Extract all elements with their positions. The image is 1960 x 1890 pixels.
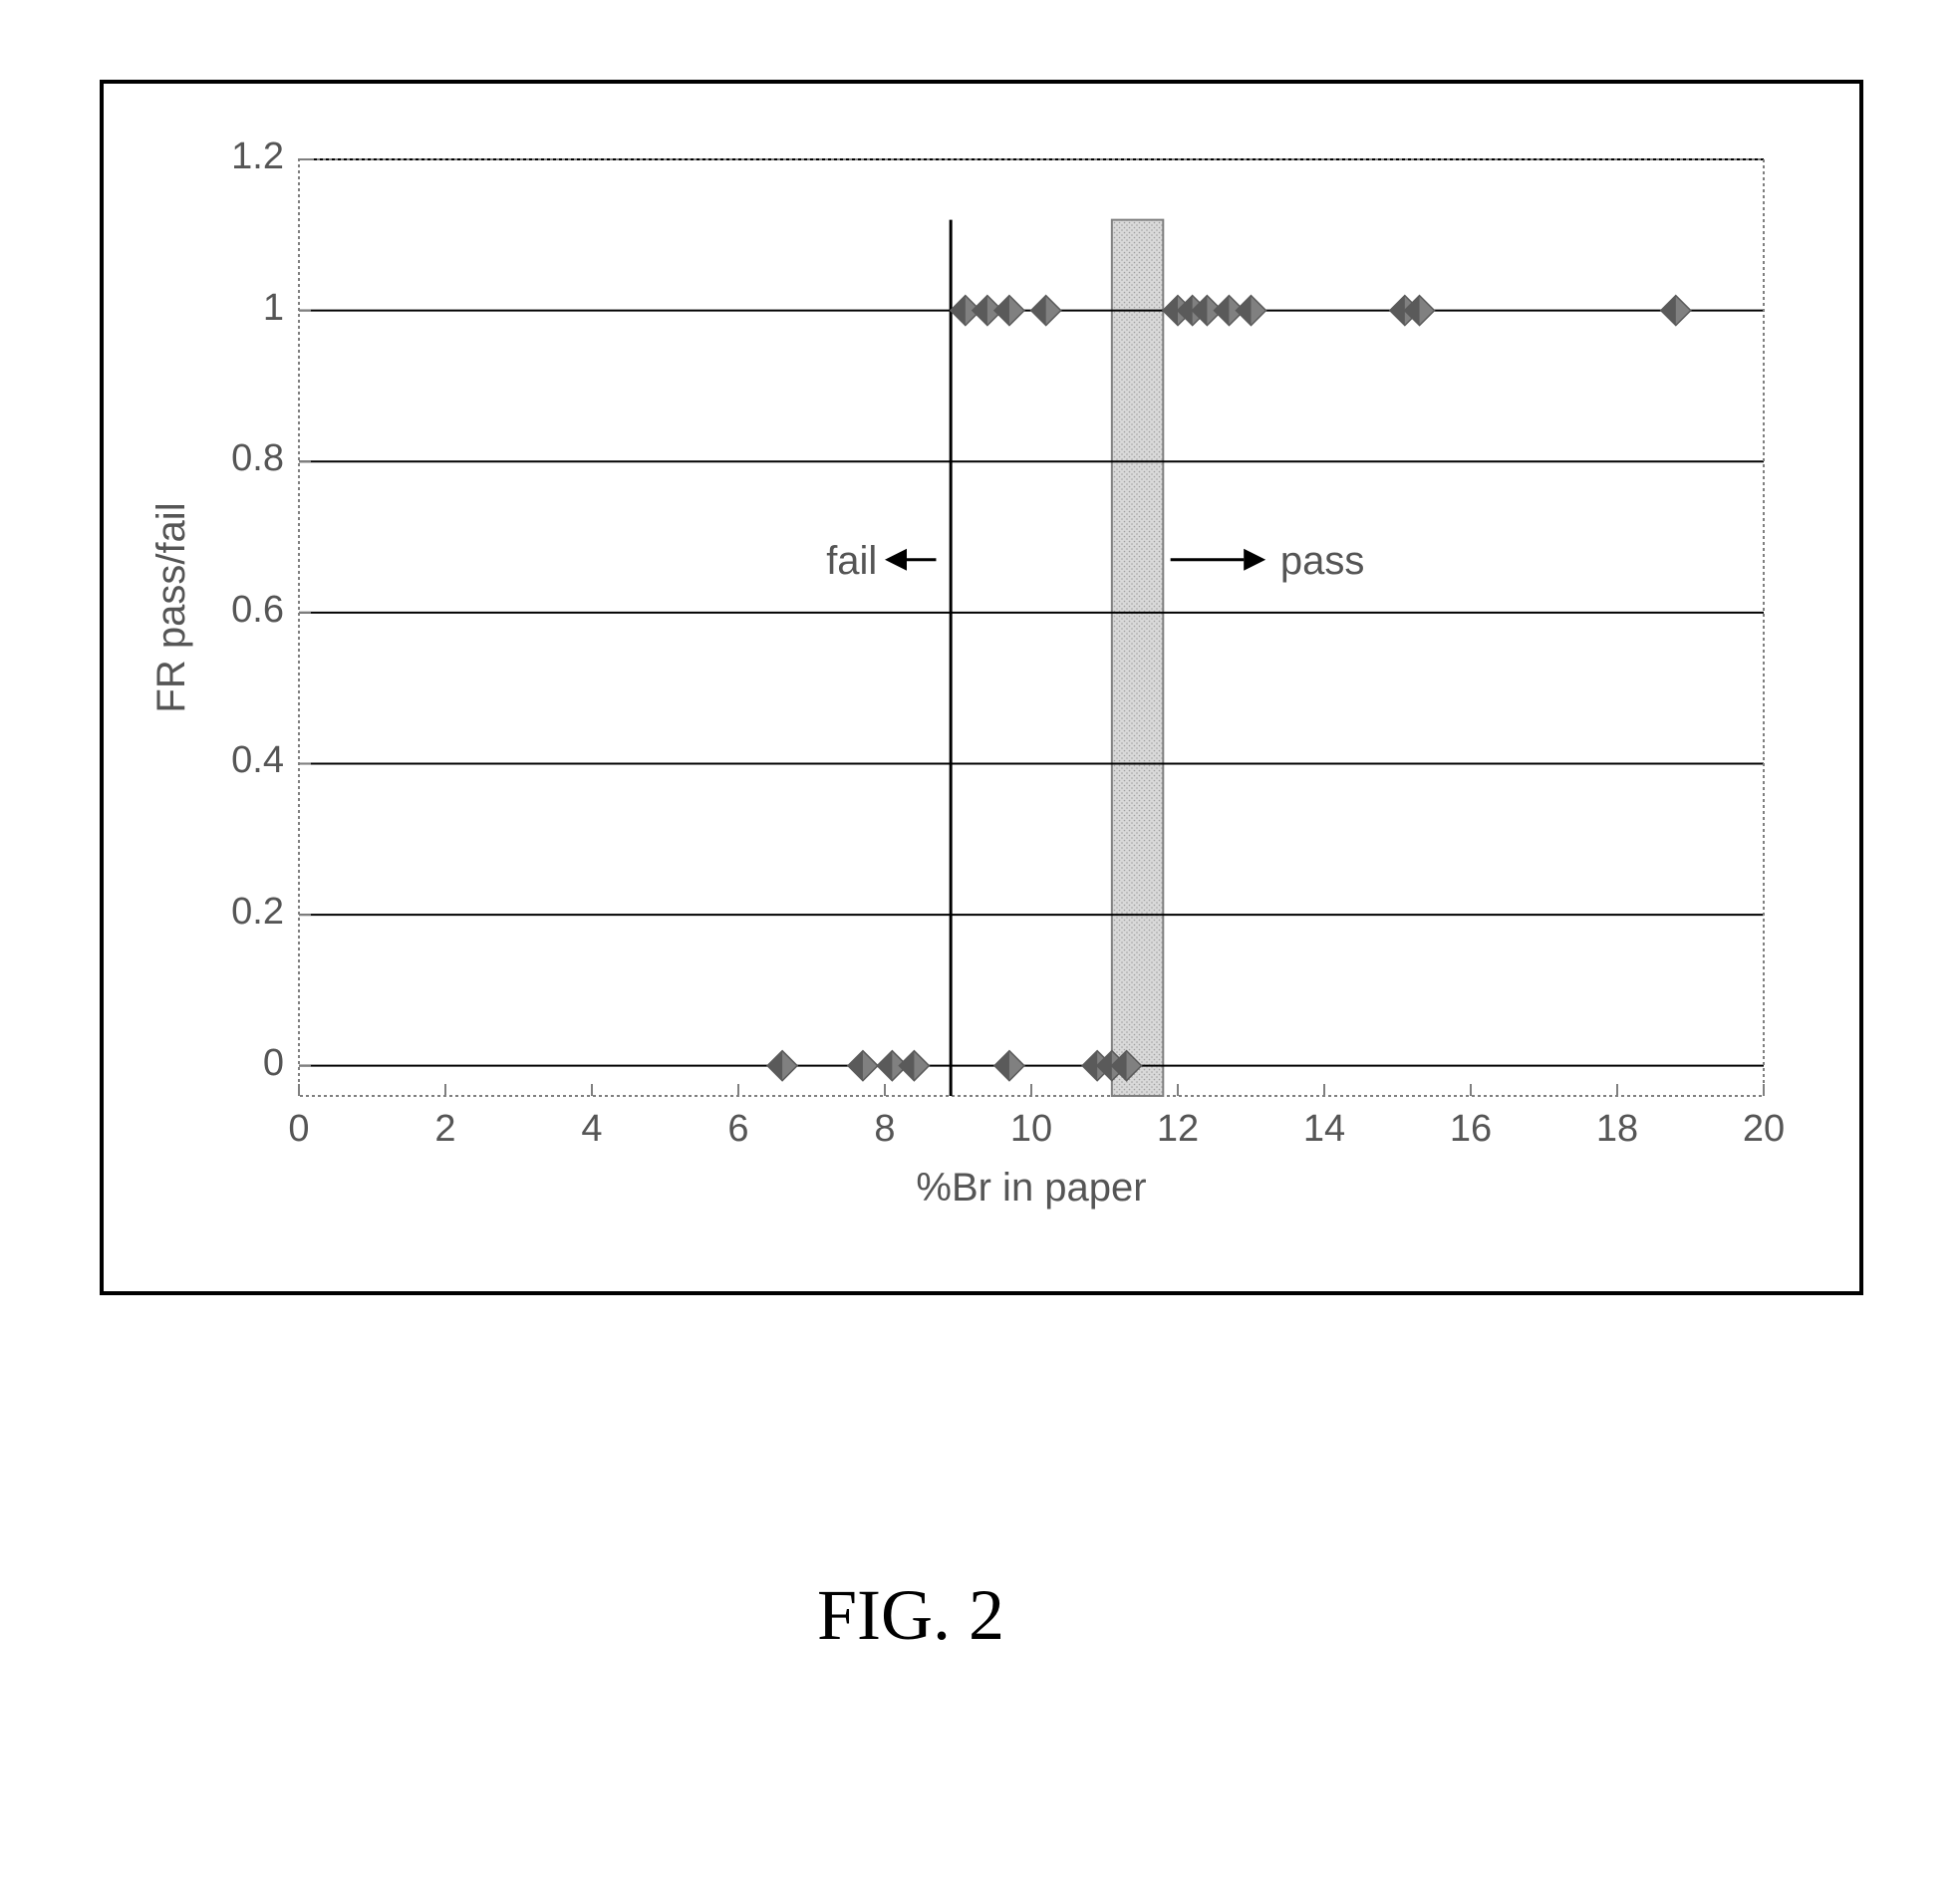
y-tick-label: 1	[189, 287, 284, 330]
plot-border	[299, 159, 1764, 1096]
y-tick-label: 0.4	[189, 739, 284, 782]
pass-arrow-head	[1244, 549, 1265, 571]
x-axis-label: %Br in paper	[832, 1166, 1231, 1211]
data-point-19	[1661, 296, 1691, 326]
y-tick-label: 0	[189, 1042, 284, 1085]
y-tick-label: 0.8	[189, 437, 284, 480]
threshold-band	[1112, 220, 1163, 1096]
x-tick-label: 0	[259, 1108, 339, 1151]
data-point-4	[994, 1051, 1024, 1081]
data-point-16	[1237, 296, 1266, 326]
data-point-11	[1031, 296, 1061, 326]
fail-label: fail	[826, 539, 877, 583]
x-tick-label: 4	[552, 1108, 632, 1151]
x-tick-label: 6	[699, 1108, 778, 1151]
x-tick-label: 14	[1284, 1108, 1364, 1151]
y-tick-label: 1.2	[189, 135, 284, 178]
x-tick-label: 20	[1724, 1108, 1804, 1151]
fail-arrow-head	[885, 549, 907, 571]
data-point-1	[848, 1051, 878, 1081]
data-point-0	[767, 1051, 797, 1081]
pass-label: pass	[1280, 539, 1365, 583]
y-tick-label: 0.2	[189, 891, 284, 934]
figure-caption: FIG. 2	[817, 1574, 1004, 1657]
y-axis-label: FR pass/fail	[149, 408, 194, 807]
data-point-3	[899, 1051, 929, 1081]
plot-svg: fail pass	[299, 159, 1764, 1096]
data-point-10	[994, 296, 1024, 326]
figure-frame: fail pass FR pass/fail %Br in paper 0 2 4 6 8…	[100, 80, 1863, 1295]
x-tick-label: 12	[1138, 1108, 1218, 1151]
x-tick-label: 2	[406, 1108, 485, 1151]
x-tick-label: 18	[1577, 1108, 1657, 1151]
x-tick-label: 16	[1431, 1108, 1511, 1151]
x-tick-label: 8	[845, 1108, 925, 1151]
x-tick-label: 10	[991, 1108, 1071, 1151]
plot-area: fail pass	[299, 159, 1764, 1096]
y-tick-label: 0.6	[189, 589, 284, 632]
